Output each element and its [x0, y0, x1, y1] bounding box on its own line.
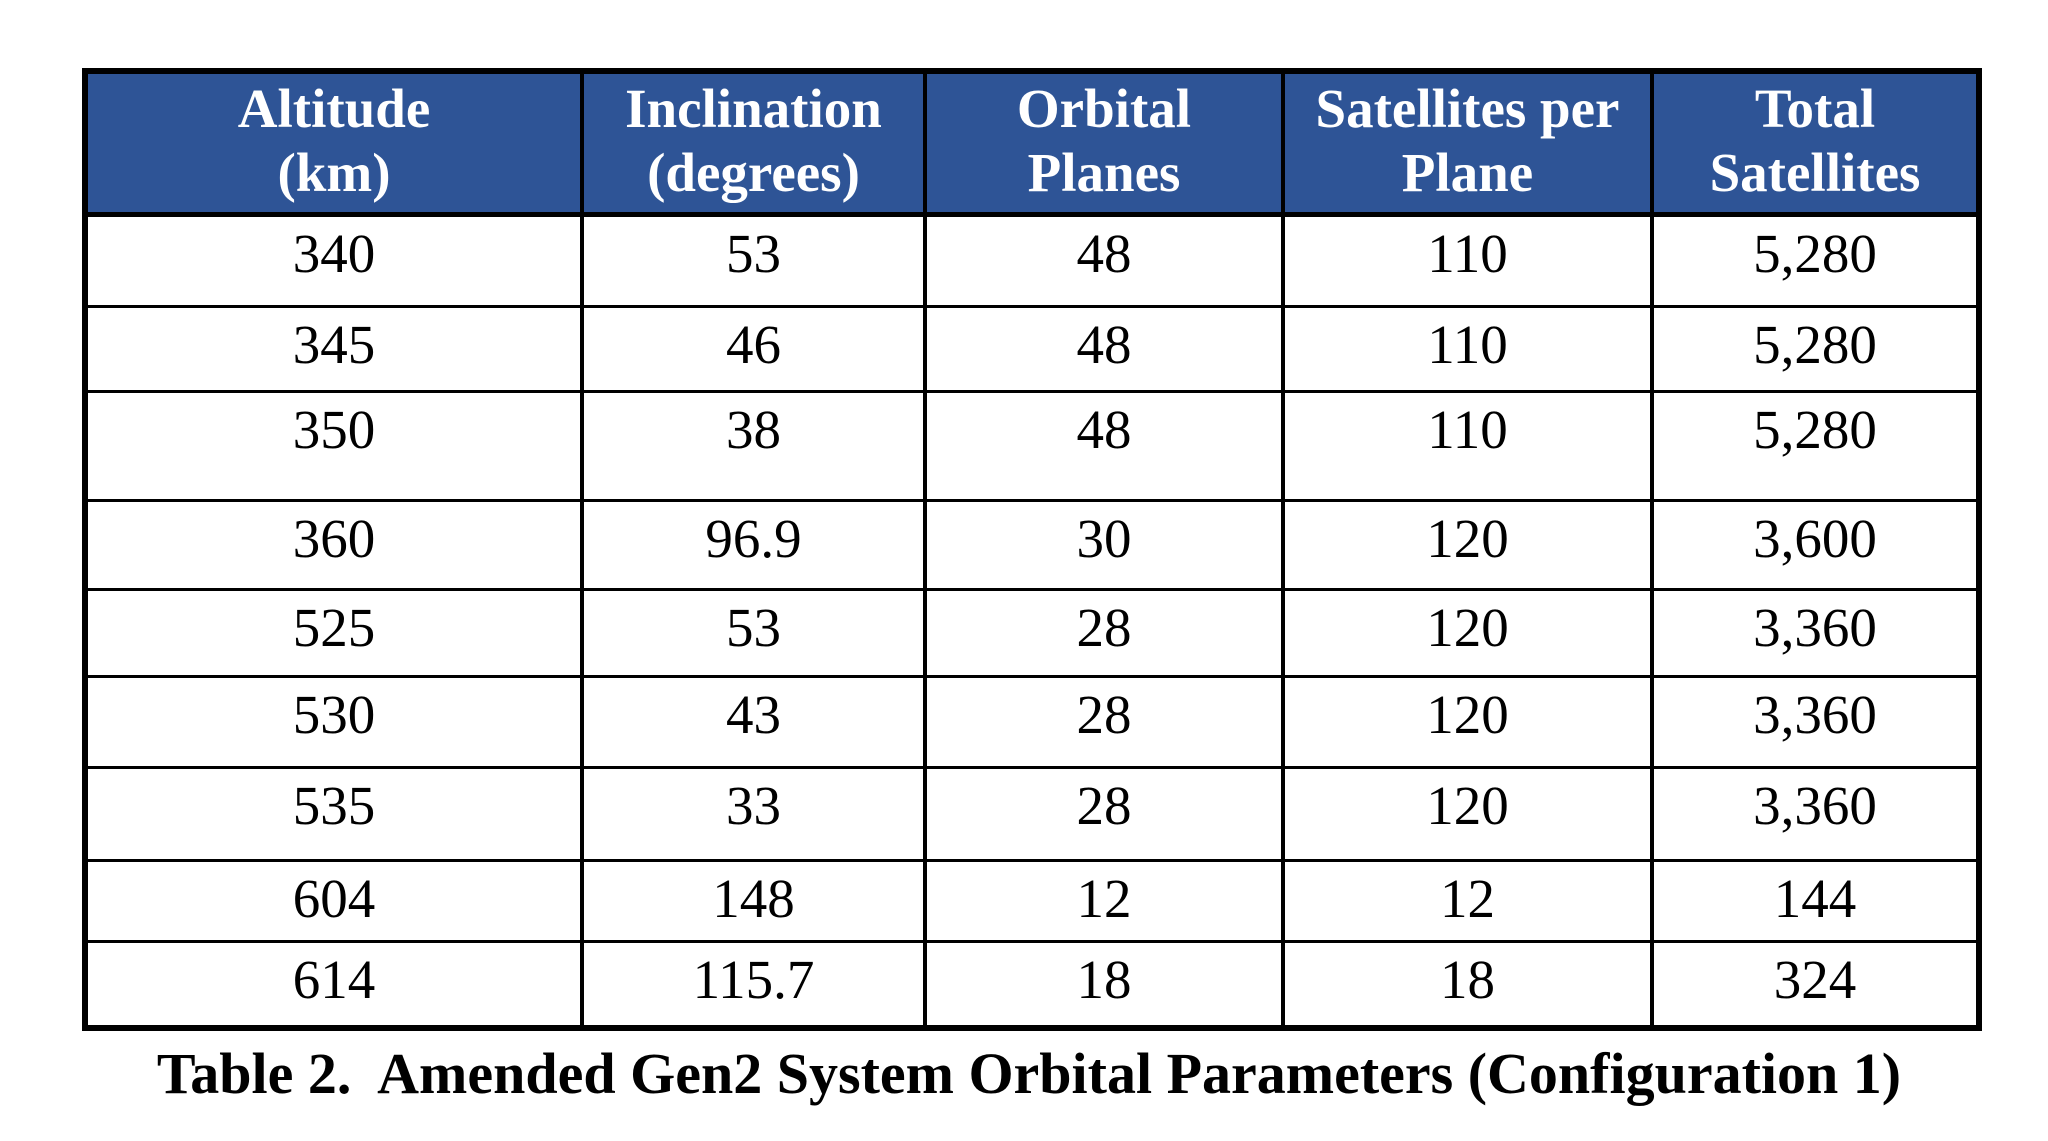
cell-orbital-planes: 18	[923, 940, 1285, 1030]
column-header-satellites-per-plane: Satellites per Plane	[1281, 69, 1654, 217]
table-row: 525 53 28 120 3,360	[83, 588, 1981, 678]
header-line: Altitude	[237, 78, 431, 139]
cell-orbital-planes: 12	[923, 859, 1285, 943]
cell-satellites-per-plane: 18	[1281, 940, 1654, 1030]
header-line: Plane	[1401, 142, 1534, 203]
cell-altitude: 604	[83, 859, 584, 943]
orbital-parameters-table: Altitude (km) Inclination (degrees) Orbi…	[82, 68, 1982, 1031]
cell-inclination: 115.7	[580, 940, 927, 1030]
cell-inclination: 53	[580, 588, 927, 678]
cell-altitude: 535	[83, 766, 584, 862]
cell-inclination: 148	[580, 859, 927, 943]
cell-altitude: 345	[83, 305, 584, 393]
table-row: 345 46 48 110 5,280	[83, 305, 1981, 393]
cell-altitude: 360	[83, 499, 584, 591]
cell-total-satellites: 324	[1650, 940, 1981, 1030]
cell-satellites-per-plane: 120	[1281, 766, 1654, 862]
header-line: Satellites per	[1315, 78, 1620, 139]
cell-altitude: 340	[83, 213, 584, 308]
table-row: 530 43 28 120 3,360	[83, 675, 1981, 769]
cell-total-satellites: 5,280	[1650, 305, 1981, 393]
header-line: Satellites	[1709, 142, 1921, 203]
cell-orbital-planes: 28	[923, 675, 1285, 769]
cell-inclination: 38	[580, 390, 927, 502]
header-line: Orbital	[1016, 78, 1192, 139]
cell-orbital-planes: 30	[923, 499, 1285, 591]
cell-satellites-per-plane: 120	[1281, 588, 1654, 678]
cell-inclination: 43	[580, 675, 927, 769]
header-line: Inclination	[625, 78, 882, 139]
cell-total-satellites: 3,360	[1650, 588, 1981, 678]
cell-total-satellites: 3,360	[1650, 766, 1981, 862]
cell-satellites-per-plane: 12	[1281, 859, 1654, 943]
cell-satellites-per-plane: 120	[1281, 675, 1654, 769]
cell-orbital-planes: 48	[923, 213, 1285, 308]
column-header-orbital-planes: Orbital Planes	[923, 69, 1285, 217]
cell-altitude: 614	[83, 940, 584, 1030]
cell-altitude: 525	[83, 588, 584, 678]
table-row: 340 53 48 110 5,280	[83, 213, 1981, 308]
cell-inclination: 96.9	[580, 499, 927, 591]
cell-orbital-planes: 48	[923, 305, 1285, 393]
header-line: Planes	[1027, 142, 1181, 203]
cell-inclination: 33	[580, 766, 927, 862]
header-line: (km)	[277, 142, 391, 203]
table-row: 604 148 12 12 144	[83, 859, 1981, 943]
cell-total-satellites: 3,600	[1650, 499, 1981, 591]
cell-inclination: 46	[580, 305, 927, 393]
column-header-inclination: Inclination (degrees)	[580, 69, 927, 217]
cell-orbital-planes: 48	[923, 390, 1285, 502]
cell-orbital-planes: 28	[923, 766, 1285, 862]
column-header-total-satellites: Total Satellites	[1650, 69, 1981, 217]
cell-satellites-per-plane: 110	[1281, 390, 1654, 502]
table-row: 614 115.7 18 18 324	[83, 940, 1981, 1030]
table-row: 535 33 28 120 3,360	[83, 766, 1981, 862]
cell-satellites-per-plane: 110	[1281, 305, 1654, 393]
cell-altitude: 530	[83, 675, 584, 769]
header-line: Total	[1754, 78, 1876, 139]
header-line: (degrees)	[647, 142, 860, 203]
column-header-altitude: Altitude (km)	[83, 69, 584, 217]
cell-total-satellites: 144	[1650, 859, 1981, 943]
cell-satellites-per-plane: 120	[1281, 499, 1654, 591]
cell-total-satellites: 5,280	[1650, 390, 1981, 502]
table-caption: Table 2. Amended Gen2 System Orbital Par…	[156, 1041, 1902, 1106]
cell-inclination: 53	[580, 213, 927, 308]
header-row: Altitude (km) Inclination (degrees) Orbi…	[83, 69, 1981, 217]
cell-altitude: 350	[83, 390, 584, 502]
cell-orbital-planes: 28	[923, 588, 1285, 678]
cell-total-satellites: 3,360	[1650, 675, 1981, 769]
table-row: 360 96.9 30 120 3,600	[83, 499, 1981, 591]
cell-satellites-per-plane: 110	[1281, 213, 1654, 308]
cell-total-satellites: 5,280	[1650, 213, 1981, 308]
table-row: 350 38 48 110 5,280	[83, 390, 1981, 502]
